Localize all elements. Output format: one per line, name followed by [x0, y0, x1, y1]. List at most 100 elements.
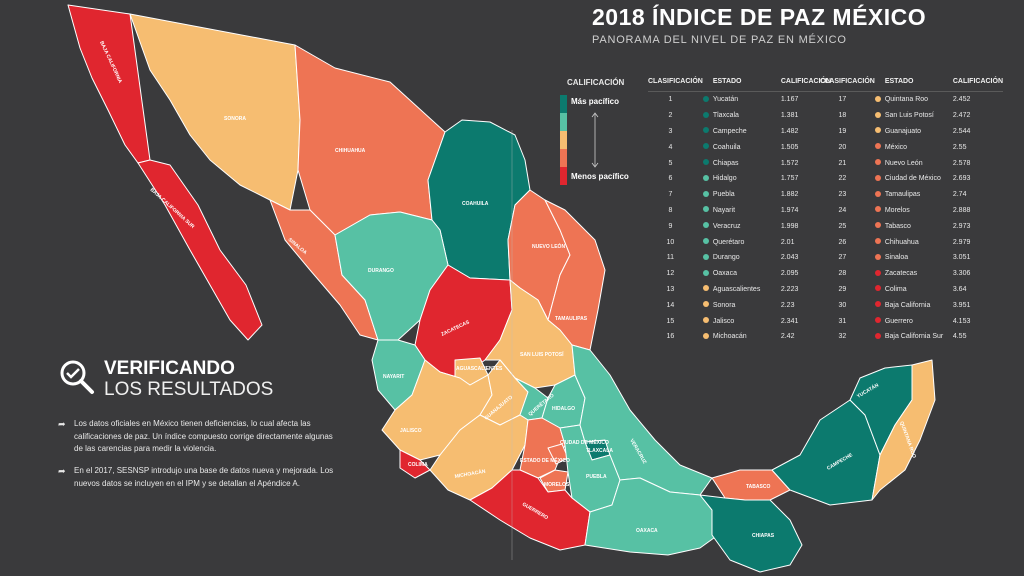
- table-row: 13 Aguascalientes 2.223: [648, 282, 831, 298]
- table-row: 31 Guerrero 4.153: [820, 313, 1003, 329]
- state-cell: Chihuahua: [884, 238, 919, 246]
- score-cell: 1.167: [780, 96, 799, 104]
- status-dot: [702, 218, 713, 234]
- rank-cell: 14: [666, 301, 675, 309]
- state-quintana-roo[interactable]: [871, 359, 936, 501]
- legend-color-scale: [560, 95, 567, 185]
- state-cell: Durango: [712, 254, 740, 262]
- status-dot: [702, 155, 713, 171]
- score-cell: 2.42: [780, 333, 795, 341]
- map-label-tabasco: TABASCO: [746, 484, 770, 490]
- color-dot-icon: [702, 332, 709, 339]
- color-dot-icon: [702, 269, 709, 276]
- state-cell: Nuevo León: [884, 159, 923, 167]
- arrow-icon: ➦: [58, 466, 66, 476]
- table-row: 8 Nayarit 1.974: [648, 203, 831, 219]
- rank-cell: 29: [838, 285, 847, 293]
- map-label-cdmx: CIUDAD DE MÉXICO: [560, 438, 609, 446]
- col-header-spacer: [702, 78, 713, 92]
- map-label-durango: DURANGO: [368, 268, 394, 274]
- table-row: 19 Guanajuato 2.544: [820, 124, 1003, 140]
- state-guerrero[interactable]: [469, 469, 591, 551]
- rank-cell: 27: [838, 254, 847, 262]
- status-dot: [874, 92, 885, 108]
- state-baja-california[interactable]: [67, 4, 151, 164]
- rank-cell: 28: [838, 270, 847, 278]
- state-cell: Oaxaca: [712, 270, 737, 278]
- color-dot-icon: [702, 111, 709, 118]
- page-title: 2018 ÍNDICE DE PAZ MÉXICO: [592, 4, 927, 30]
- legend-title: CALIFICACIÓN: [567, 78, 625, 87]
- score-cell: 2.578: [952, 159, 971, 167]
- state-cell: Chiapas: [712, 159, 739, 167]
- table-row: 6 Hidalgo 1.757: [648, 171, 831, 187]
- color-dot-icon: [702, 143, 709, 150]
- status-dot: [874, 266, 885, 282]
- color-dot-icon: [874, 174, 881, 181]
- col-header-spacer: [874, 78, 885, 92]
- page-subtitle: PANORAMA DEL NIVEL DE PAZ EN MÉXICO: [592, 34, 847, 46]
- verify-title-line2: LOS RESULTADOS: [104, 379, 274, 400]
- color-dot-icon: [702, 206, 709, 213]
- legend-bottom-label: Menos pacífico: [571, 172, 629, 181]
- map-label-coahuila: COAHUILA: [462, 201, 489, 207]
- state-cell: Nayarit: [712, 206, 736, 214]
- map-label-sonora: SONORA: [224, 116, 246, 122]
- table-row: 5 Chiapas 1.572: [648, 155, 831, 171]
- rank-cell: 3: [668, 127, 673, 135]
- state-colima[interactable]: [399, 449, 431, 479]
- state-baja-california-sur[interactable]: [137, 159, 263, 341]
- map-label-nayarit: NAYARIT: [383, 374, 404, 380]
- score-cell: 2.55: [952, 143, 967, 151]
- score-cell: 3.951: [952, 301, 971, 309]
- state-cell: Veracruz: [712, 222, 741, 230]
- score-cell: 2.23: [780, 301, 795, 309]
- map-label-nuevo-leon: NUEVO LEÓN: [532, 242, 565, 250]
- state-chiapas[interactable]: [699, 494, 803, 573]
- status-dot: [874, 297, 885, 313]
- color-dot-icon: [874, 301, 881, 308]
- score-cell: 4.55: [952, 333, 967, 341]
- color-dot-icon: [702, 174, 709, 181]
- color-dot-icon: [874, 269, 881, 276]
- score-cell: 4.153: [952, 317, 971, 325]
- table-row: 9 Veracruz 1.998: [648, 218, 831, 234]
- score-cell: 1.757: [780, 175, 799, 183]
- table-row: 21 Nuevo León 2.578: [820, 155, 1003, 171]
- state-cell: Querétaro: [712, 238, 745, 246]
- rank-cell: 21: [838, 159, 847, 167]
- table-row: 12 Oaxaca 2.095: [648, 266, 831, 282]
- state-cell: México: [884, 143, 908, 151]
- table-row: 14 Sonora 2.23: [648, 297, 831, 313]
- state-cell: Michoacán: [712, 333, 747, 341]
- status-dot: [874, 329, 885, 345]
- state-cell: Guerrero: [884, 317, 913, 325]
- legend-swatch-4: [560, 149, 567, 167]
- state-cell: Puebla: [712, 191, 735, 199]
- rank-cell: 17: [838, 96, 847, 104]
- rank-cell: 11: [666, 254, 675, 262]
- table-row: 23 Tamaulipas 2.74: [820, 187, 1003, 203]
- score-cell: 2.223: [780, 285, 799, 293]
- color-dot-icon: [702, 222, 709, 229]
- state-cell: Morelos: [884, 206, 910, 214]
- status-dot: [874, 203, 885, 219]
- state-cell: Quintana Roo: [884, 96, 929, 104]
- color-dot-icon: [874, 317, 881, 324]
- rank-cell: 16: [666, 333, 675, 341]
- status-dot: [874, 250, 885, 266]
- state-cell: Coahuila: [712, 143, 741, 151]
- map-label-tlaxcala: TLAXCALA: [586, 448, 613, 454]
- state-chihuahua[interactable]: [294, 44, 446, 236]
- status-dot: [874, 155, 885, 171]
- color-dot-icon: [702, 190, 709, 197]
- state-cell: Baja California: [884, 301, 931, 309]
- table-row: 17 Quintana Roo 2.452: [820, 92, 1003, 108]
- state-cell: Baja California Sur: [884, 333, 944, 341]
- table-row: 30 Baja California 3.951: [820, 297, 1003, 313]
- status-dot: [874, 187, 885, 203]
- col-header-state: ESTADO: [712, 78, 781, 92]
- color-dot-icon: [874, 111, 881, 118]
- status-dot: [702, 250, 713, 266]
